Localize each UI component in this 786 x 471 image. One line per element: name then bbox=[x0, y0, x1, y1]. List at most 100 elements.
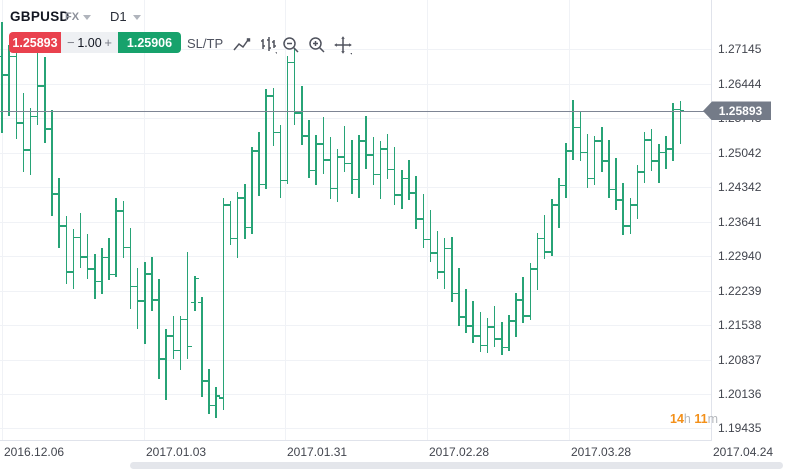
ohlc-close-tick bbox=[380, 148, 385, 150]
ohlc-close-tick bbox=[245, 226, 249, 229]
ohlc-bar bbox=[201, 297, 203, 397]
ohlc-bar bbox=[558, 178, 560, 228]
ohlc-bar bbox=[529, 263, 532, 320]
date-gridline bbox=[569, 0, 570, 440]
ohlc-close-tick bbox=[366, 154, 371, 156]
ohlc-open-tick bbox=[12, 55, 16, 58]
ohlc-open-tick bbox=[90, 268, 95, 270]
timeframe-selector[interactable]: D1 bbox=[110, 9, 127, 24]
ohlc-bar bbox=[293, 48, 296, 126]
price-gridline bbox=[0, 393, 711, 395]
date-gridline bbox=[427, 0, 428, 440]
ohlc-bar bbox=[408, 159, 410, 201]
ohlc-close-tick bbox=[430, 252, 435, 254]
ohlc-open-tick bbox=[212, 404, 216, 407]
price-tick-label: 1.21538 bbox=[718, 318, 762, 333]
ohlc-close-tick bbox=[295, 112, 299, 114]
ohlc-bar bbox=[565, 143, 567, 199]
ohlc-bar bbox=[194, 275, 196, 312]
ohlc-close-tick bbox=[352, 178, 356, 181]
ohlc-open-tick bbox=[562, 184, 566, 187]
price-gridline bbox=[0, 83, 711, 85]
ohlc-close-tick bbox=[538, 237, 542, 240]
ohlc-bar bbox=[165, 328, 167, 400]
time-axis[interactable]: 2016.12.06 2017.01.03 2017.01.31 2017.02.28… bbox=[0, 441, 786, 461]
ohlc-open-tick bbox=[519, 299, 523, 301]
ohlc-open-tick bbox=[155, 299, 159, 301]
ohlc-bar bbox=[415, 176, 417, 229]
ohlc-open-tick bbox=[583, 151, 587, 154]
quantity-stepper[interactable]: − 1.00 + bbox=[61, 32, 118, 53]
market-caret-icon[interactable] bbox=[83, 15, 91, 20]
ohlc-close-tick bbox=[373, 173, 378, 176]
zoom-in-icon[interactable] bbox=[307, 35, 327, 55]
date-tick-label: 2017.03.28 bbox=[571, 445, 632, 459]
ohlc-open-tick bbox=[119, 210, 123, 212]
chart-plot-area[interactable] bbox=[0, 0, 712, 441]
ohlc-open-tick bbox=[5, 74, 9, 76]
ohlc-bar bbox=[372, 137, 375, 186]
price-axis[interactable]: 1.271451.264441.257431.250421.243421.236… bbox=[712, 0, 786, 440]
ohlc-bar bbox=[650, 129, 653, 171]
ohlc-bar bbox=[665, 136, 667, 169]
countdown-segment: 11 bbox=[694, 412, 708, 426]
price-gridline bbox=[0, 256, 711, 258]
ohlc-close-tick bbox=[138, 300, 142, 302]
ohlc-open-tick bbox=[419, 218, 423, 220]
date-gridline bbox=[285, 0, 286, 440]
ohlc-close-tick bbox=[195, 277, 199, 280]
horizontal-scrollbar[interactable] bbox=[130, 462, 783, 469]
ohlc-close-tick bbox=[438, 271, 442, 273]
date-tick-label: 2017.01.31 bbox=[287, 445, 348, 459]
ohlc-close-tick bbox=[202, 380, 206, 382]
ohlc-open-tick bbox=[497, 338, 502, 340]
ohlc-open-tick bbox=[433, 252, 438, 254]
date-gridline bbox=[2, 0, 3, 440]
ohlc-bar bbox=[36, 50, 39, 126]
price-tick-label: 1.20136 bbox=[718, 386, 762, 401]
ohlc-close-tick bbox=[52, 193, 56, 195]
buy-button[interactable]: 1.25906 bbox=[118, 32, 181, 53]
ohlc-bar bbox=[336, 148, 339, 202]
ohlc-close-tick bbox=[652, 160, 656, 162]
ohlc-close-tick bbox=[209, 404, 214, 407]
ohlc-close-tick bbox=[545, 251, 549, 253]
ohlc-bar bbox=[443, 238, 446, 289]
pan-crosshair-icon[interactable] bbox=[333, 35, 353, 55]
ohlc-close-tick bbox=[423, 238, 428, 241]
ohlc-close-tick bbox=[59, 225, 64, 227]
ohlc-bar bbox=[593, 136, 596, 186]
ohlc-bar bbox=[94, 253, 96, 299]
sell-button[interactable]: 1.25893 bbox=[9, 32, 61, 53]
price-tick-label: 1.20837 bbox=[718, 352, 762, 367]
ohlc-open-tick bbox=[205, 380, 209, 382]
ohlc-bar bbox=[608, 140, 610, 199]
line-style-icon[interactable] bbox=[232, 35, 252, 55]
zoom-out-icon[interactable] bbox=[281, 35, 301, 55]
ohlc-bars-style-icon[interactable] bbox=[258, 35, 278, 55]
ohlc-open-tick bbox=[633, 204, 637, 206]
ohlc-close-tick bbox=[530, 268, 535, 270]
quantity-increase-button[interactable]: + bbox=[104, 35, 112, 50]
ohlc-open-tick bbox=[140, 300, 145, 302]
ohlc-close-tick bbox=[280, 179, 285, 182]
ohlc-open-tick bbox=[226, 204, 230, 206]
ohlc-open-tick bbox=[0, 55, 2, 58]
ohlc-bar bbox=[22, 92, 25, 172]
ohlc-open-tick bbox=[626, 225, 630, 227]
ohlc-bar bbox=[215, 387, 217, 418]
ohlc-bar bbox=[501, 322, 503, 356]
ohlc-open-tick bbox=[312, 169, 316, 172]
price-tick-label: 1.22239 bbox=[718, 283, 762, 298]
timeframe-caret-icon[interactable] bbox=[133, 15, 141, 20]
quantity-decrease-button[interactable]: − bbox=[67, 35, 75, 50]
market-selector[interactable]: FX bbox=[65, 11, 80, 23]
ohlc-open-tick bbox=[569, 150, 573, 152]
ohlc-close-tick bbox=[23, 149, 28, 151]
sltp-button[interactable]: SL/TP bbox=[187, 36, 224, 51]
ohlc-open-tick bbox=[333, 187, 338, 190]
ohlc-close-tick bbox=[88, 268, 92, 270]
ohlc-open-tick bbox=[255, 150, 259, 152]
ohlc-bar bbox=[136, 268, 139, 329]
ohlc-open-tick bbox=[640, 171, 645, 173]
